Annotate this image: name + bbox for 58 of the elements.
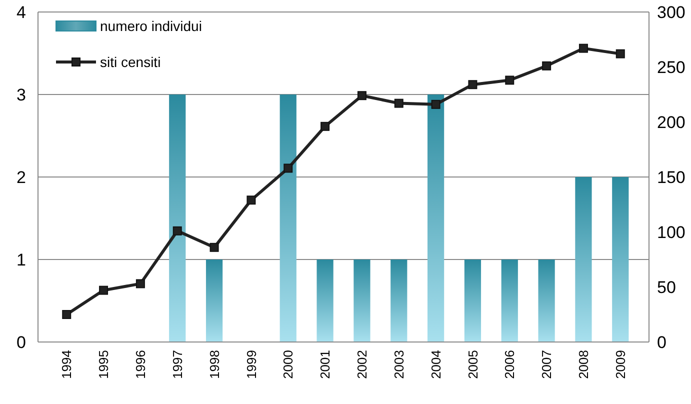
x-tick-label: 2004 — [428, 350, 444, 379]
y2-tick-label: 300 — [657, 2, 686, 22]
x-tick-label: 1994 — [59, 350, 74, 379]
bar — [390, 260, 408, 342]
y-tick-label: 2 — [16, 168, 26, 187]
x-tick-label: 2006 — [502, 350, 518, 379]
point — [468, 80, 478, 90]
y-tick-label: 4 — [16, 2, 26, 22]
y2-tick-label: 200 — [657, 112, 686, 132]
point — [246, 196, 256, 205]
y-tick-label: 3 — [16, 85, 26, 104]
point — [320, 122, 330, 131]
x-tick-label: 2009 — [612, 350, 628, 379]
bar — [169, 94, 186, 342]
x-tick-label: 2003 — [391, 350, 406, 379]
bar — [575, 177, 592, 342]
x-tick-label: 2007 — [539, 350, 554, 379]
bar — [464, 260, 482, 342]
point — [172, 226, 182, 236]
x-tick-label: 1995 — [96, 350, 112, 379]
bar — [206, 260, 223, 342]
x-tick-label: 1998 — [206, 350, 222, 379]
bar — [538, 260, 555, 342]
point — [505, 76, 514, 85]
legend-label: numero individui — [100, 18, 202, 34]
bar — [612, 177, 629, 342]
y2-tick-label: 0 — [657, 332, 666, 352]
point — [616, 49, 625, 58]
legend-label: siti censiti — [100, 54, 161, 70]
y2-tick-label: 250 — [657, 58, 686, 77]
x-tick-label: 2005 — [465, 350, 480, 379]
x-tick-label: 2001 — [318, 350, 333, 379]
x-tick-label: 1999 — [244, 350, 259, 379]
x-tick-label: 2008 — [576, 350, 592, 379]
bar — [501, 260, 518, 342]
y-tick-label: 1 — [16, 250, 26, 270]
point — [542, 61, 552, 70]
point — [210, 242, 219, 252]
x-tick-label: 1997 — [170, 350, 185, 379]
point — [394, 98, 404, 108]
point — [62, 310, 72, 319]
x-tick-label: 2000 — [280, 350, 296, 379]
y2-tick-label: 150 — [657, 168, 686, 187]
point — [136, 279, 145, 288]
point — [284, 164, 293, 173]
point — [431, 100, 440, 109]
bar — [354, 260, 370, 342]
point — [99, 286, 108, 295]
y2-tick-label: 50 — [657, 278, 676, 297]
bar — [316, 260, 334, 342]
x-tick-label: 1996 — [133, 350, 148, 379]
bar — [427, 94, 444, 342]
x-tick-label: 2002 — [354, 350, 370, 379]
point — [357, 91, 366, 100]
bar — [280, 94, 296, 342]
point — [578, 44, 588, 53]
y2-tick-label: 100 — [657, 222, 686, 242]
y-tick-label: 0 — [16, 332, 26, 352]
